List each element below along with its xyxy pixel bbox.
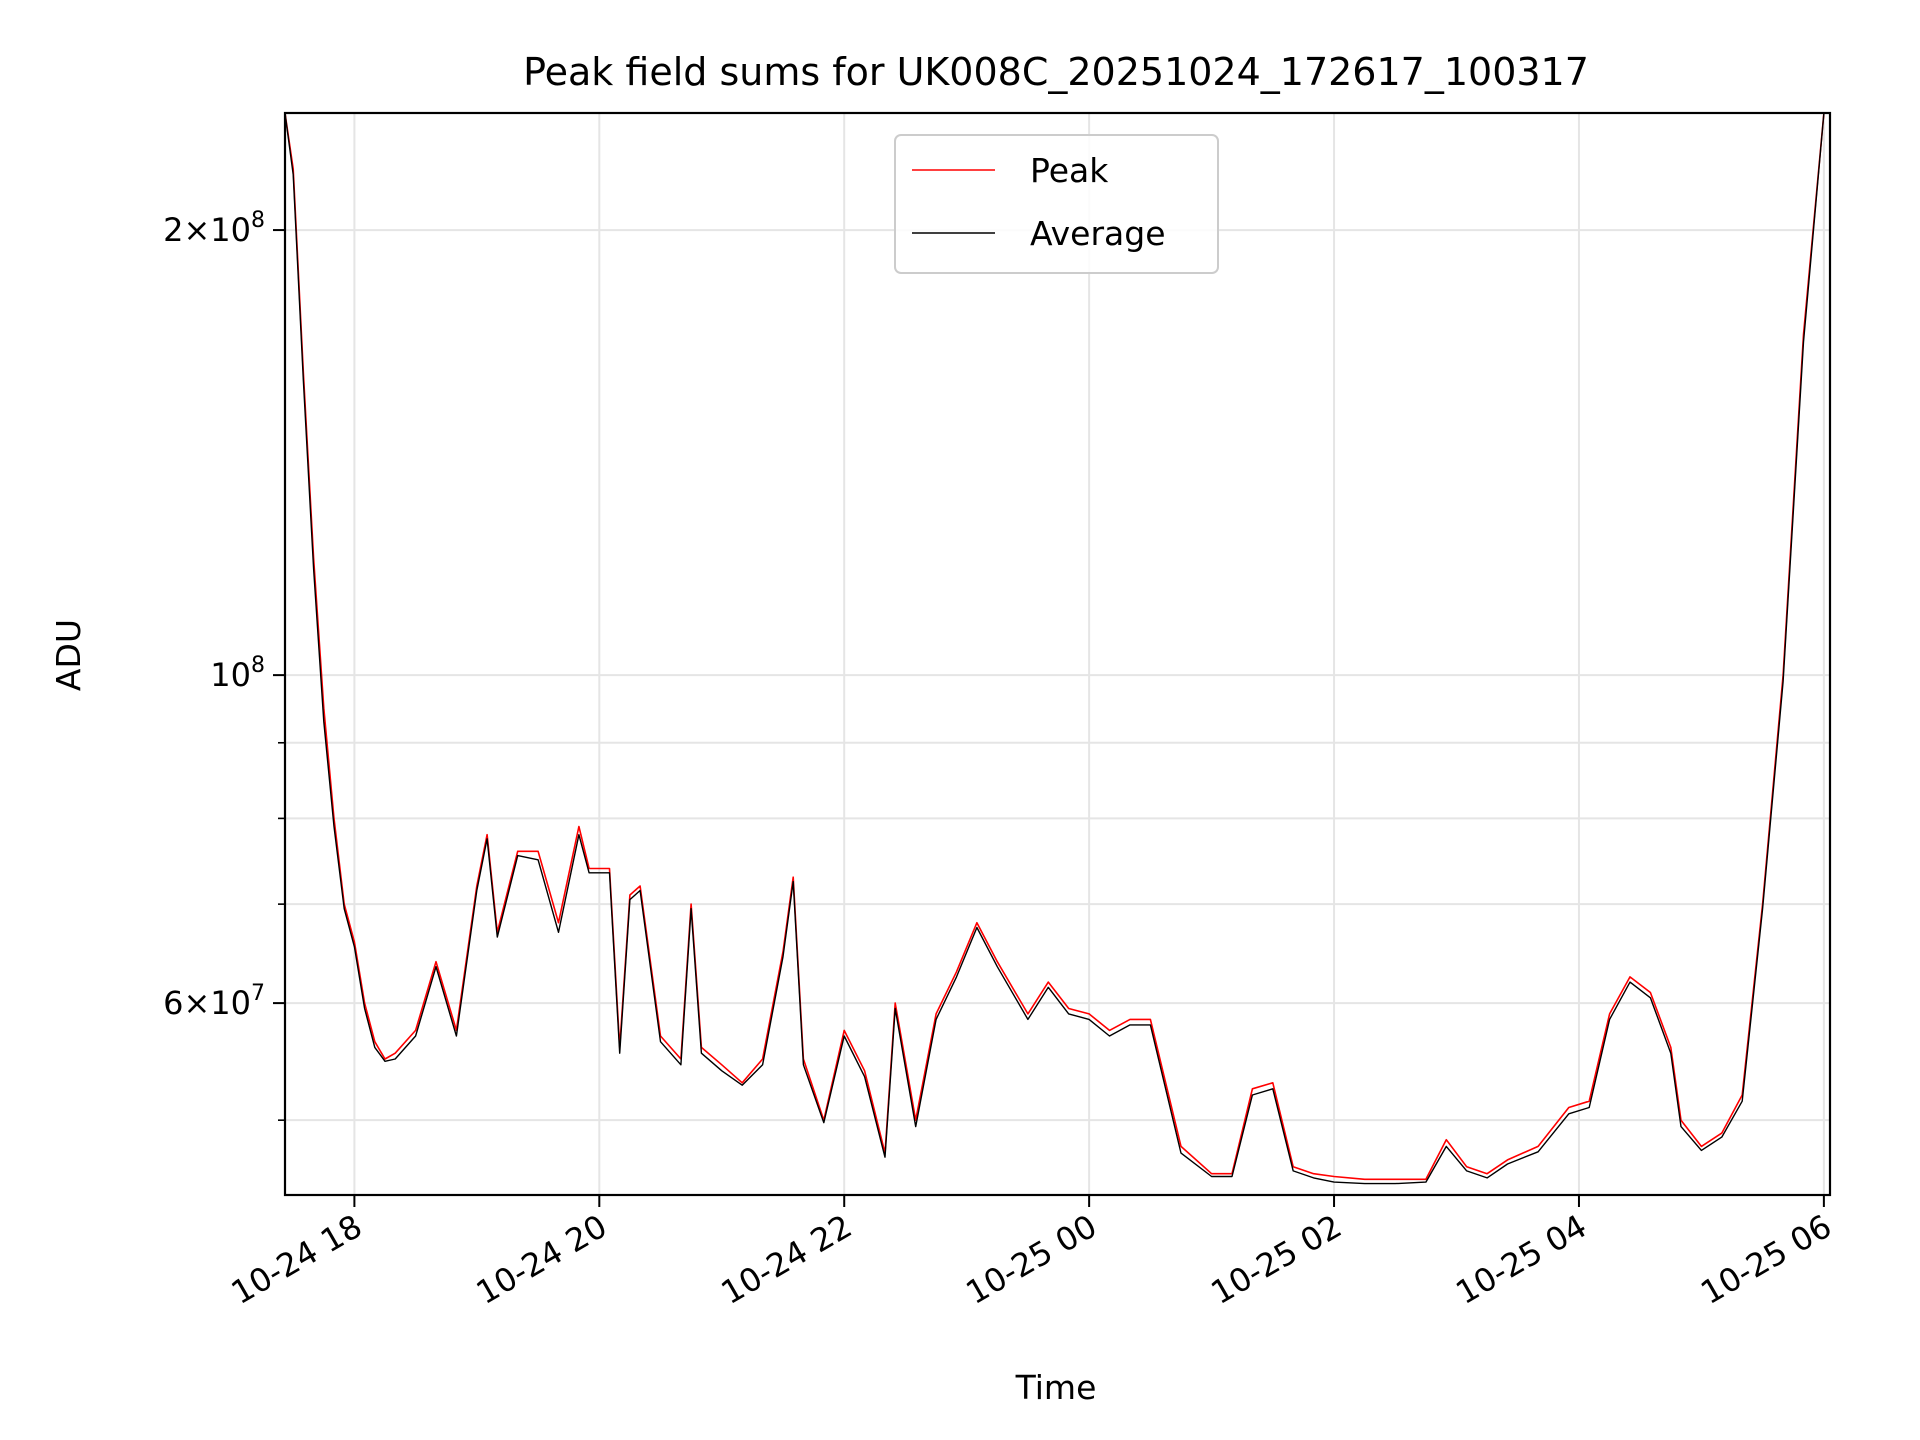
y-tick-label: 2×108	[163, 208, 265, 249]
y-axis-label: ADU	[49, 619, 88, 691]
y-axis: 2×108 108 6×107	[163, 208, 285, 1121]
series-line-peak	[284, 112, 1825, 1181]
grid-lines	[285, 113, 1830, 1195]
series-layer	[284, 112, 1825, 1185]
chart-title: Peak field sums for UK008C_20251024_1726…	[523, 50, 1589, 94]
series-line-average	[284, 112, 1825, 1185]
plot-frame	[283, 111, 1832, 1197]
x-axis-label: Time	[1015, 1368, 1097, 1407]
y-tick-label: 6×107	[163, 981, 265, 1022]
legend-label-average: Average	[1030, 214, 1166, 253]
legend-label-peak: Peak	[1030, 151, 1109, 190]
legend: Peak Average	[894, 134, 1219, 274]
y-tick-label: 108	[210, 653, 265, 694]
